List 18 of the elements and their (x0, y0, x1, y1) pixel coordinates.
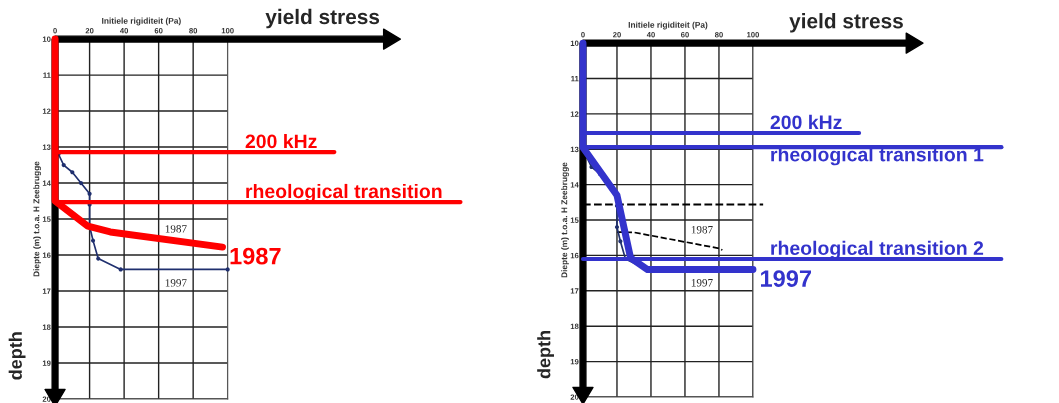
text: yield stress (789, 13, 903, 33)
series-label: 1987 (165, 225, 187, 233)
text: 1987 (230, 247, 281, 265)
annotation: 1987 (691, 225, 713, 234)
annotation: 1997 (165, 279, 187, 287)
y-axis-title: Diepte (m) t.o.a. H Zeebrugge (561, 162, 569, 278)
y-axis-title: Diepte (m) t.o.a. H Zeebrugge (33, 161, 42, 277)
ref-line-label: rheological transition (246, 183, 442, 203)
series-label: 1997 (761, 270, 811, 287)
text: yield stress (265, 8, 380, 29)
x-axis-title: Initiele rigiditeit (Pa) (102, 17, 181, 26)
text: depth (537, 331, 554, 379)
annotation: 1997 (691, 279, 713, 287)
ref-line-label: 200 kHz (245, 133, 317, 149)
text: depth (8, 332, 26, 380)
ref-line-label: rheological transition 2 (771, 240, 984, 259)
x-axis-title: Initiele rigiditeit (Pa) (628, 21, 708, 30)
ref-line-label: 200 kHz (770, 114, 842, 130)
